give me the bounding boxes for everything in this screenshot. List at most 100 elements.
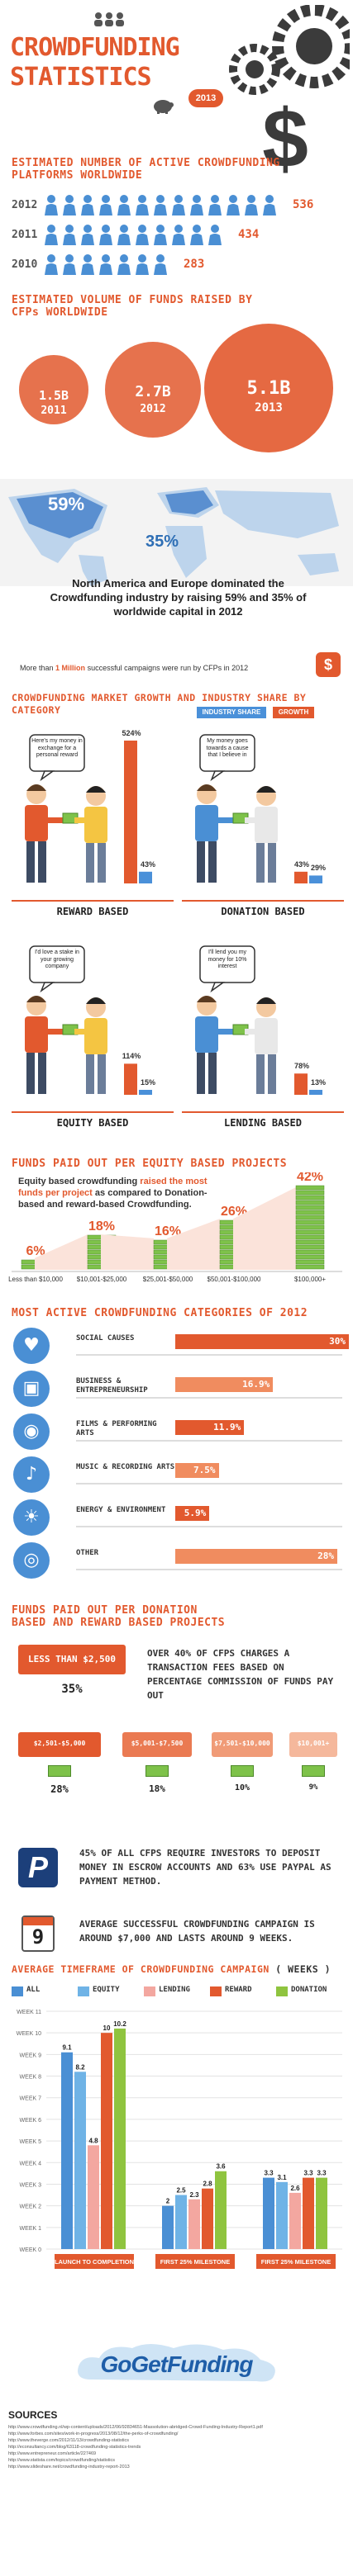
market-panel-figure xyxy=(25,734,152,883)
donation-big-range: LESS THAN $2,500 xyxy=(28,1654,116,1664)
legend-industry-share: INDUSTRY SHARE xyxy=(197,707,266,718)
platform-row: 2010 283 xyxy=(0,252,353,277)
timeframe-title-text: AVERAGE TIMEFRAME OF CROWDFUNDING CAMPAI… xyxy=(12,1963,270,1975)
timeframe-bar xyxy=(175,2195,187,2249)
calendar-text: AVERAGE SUCCESSFUL CROWDFUNDING CAMPAIGN… xyxy=(79,1919,315,1944)
person-icon xyxy=(45,225,58,245)
growth-label: 15% xyxy=(140,1078,155,1087)
equity-chart: 6% Less than $10,000 18% $10,001-$25,000 16%… xyxy=(8,1172,342,1283)
person-icon xyxy=(208,195,222,215)
person-icon xyxy=(81,225,94,245)
timeframe-bar xyxy=(303,2177,314,2249)
timeframe-bar xyxy=(88,2145,99,2249)
legend-label: LENDING xyxy=(159,1986,190,1994)
donation-item-pct: 18% xyxy=(149,1783,165,1794)
source-link[interactable]: http://www.statista.com/topics/crowdfund… xyxy=(8,2458,115,2463)
growth-label: 13% xyxy=(310,1078,326,1087)
volume-circle-2013 xyxy=(204,324,333,452)
source-link[interactable]: http://www.slideshare.net/crowdfunding-i… xyxy=(8,2465,130,2469)
y-tick-label: WEEK 9 xyxy=(20,2053,42,2058)
person-icon xyxy=(45,195,58,215)
money-stack-bar xyxy=(295,1254,325,1260)
donation-big-card: LESS THAN $2,500 xyxy=(18,1645,126,1674)
timeframe-bar xyxy=(114,2028,126,2249)
category-value: 30% xyxy=(329,1336,346,1347)
person-icon xyxy=(172,225,185,245)
dollar-bag-icon: $ xyxy=(316,652,341,677)
share-label: 114% xyxy=(122,1052,141,1061)
timeframe-value-label: 3.3 xyxy=(303,2170,313,2177)
volume-amount-2013: 5.1B xyxy=(246,378,291,399)
speech-bubble xyxy=(199,945,255,983)
volume-amount-2012: 2.7B xyxy=(135,383,171,400)
market-panel: I'd love a stake in your growing company… xyxy=(12,938,174,1133)
y-tick-label: WEEK 5 xyxy=(20,2139,42,2145)
money-bill-icon xyxy=(302,1765,325,1777)
person-icon xyxy=(136,225,149,245)
person-receiver-icon xyxy=(74,786,107,883)
y-tick-label: WEEK 2 xyxy=(20,2204,42,2210)
paypal-text: 45% OF ALL CFPS REQUIRE INVESTORS TO DEP… xyxy=(79,1848,332,1887)
globe-icon: ◎ xyxy=(13,1542,50,1579)
platform-count: 283 xyxy=(184,258,205,271)
world-map xyxy=(8,487,339,586)
share-label: 43% xyxy=(293,859,309,869)
timeframe-value-label: 10.2 xyxy=(113,2020,126,2028)
source-link[interactable]: http://www.entrepreneur.com/article/2274… xyxy=(8,2451,97,2456)
equity-category-label: $100,000+ xyxy=(294,1276,326,1283)
y-tick-label: WEEK 6 xyxy=(20,2118,42,2124)
donation-item-pct: 28% xyxy=(50,1783,69,1795)
category-row: ♪ MUSIC & RECORDING ARTS 7.5% xyxy=(0,1455,353,1496)
source-link[interactable]: http://www.crowdfunding.nl/wp-content/up… xyxy=(8,2425,263,2430)
money-stack-bar xyxy=(295,1219,325,1225)
money-stack-bar xyxy=(295,1229,325,1235)
person-icon xyxy=(117,225,131,245)
title-line-2: STATISTICS xyxy=(10,63,152,92)
volume-amount-2011: 1.5B xyxy=(38,388,69,403)
timeframe-group-label: LAUNCH TO COMPLETION xyxy=(55,2258,134,2266)
footer-logo-area: GoGetFunding xyxy=(0,2337,353,2386)
title-line-1: CROWDFUNDING xyxy=(10,33,180,62)
source-link[interactable]: http://econsultancy.com/blog/63118-crowd… xyxy=(8,2445,141,2450)
timeframe-group-label: FIRST 25% MILESTONE xyxy=(160,2258,230,2266)
donation-item-range: $7,501-$10,000 xyxy=(214,1740,270,1747)
timeframe-value-label: 3.6 xyxy=(216,2163,226,2171)
donation-item-range: $5,001-$7,500 xyxy=(131,1740,184,1747)
map-caption: North America and Europe dominated the C… xyxy=(50,577,307,618)
money-bill-icon xyxy=(48,1765,71,1777)
person-icon xyxy=(190,225,203,245)
equity-value-label: 6% xyxy=(26,1244,45,1258)
money-stack-bar xyxy=(295,1205,325,1210)
person-icon xyxy=(208,225,222,245)
film-reel-icon: ◉ xyxy=(13,1413,50,1450)
timeframe-bar xyxy=(74,2072,86,2249)
y-tick-label: WEEK 0 xyxy=(20,2247,42,2253)
person-receiver-icon xyxy=(74,997,107,1094)
timeframe-legend: ALL EQUITY LENDING REWARD DONATION xyxy=(12,1985,342,1998)
source-link[interactable]: http://www.theverge.com/2012/11/13/crowd… xyxy=(8,2438,130,2443)
person-icon xyxy=(136,195,149,215)
timeframe-value-label: 3.3 xyxy=(264,2170,274,2177)
donation-item-card xyxy=(212,1732,273,1757)
platforms-title: ESTIMATED NUMBER OF ACTIVE CROWDFUNDING … xyxy=(12,157,280,182)
donation-fact: OVER 40% OF CFPS CHARGES A TRANSACTION F… xyxy=(147,1648,334,1701)
money-bill-icon xyxy=(231,1765,254,1777)
category-track xyxy=(76,1569,342,1570)
money-stack-bar xyxy=(295,1190,325,1196)
growth-label: 43% xyxy=(140,859,155,869)
category-row: ◎ OTHER 28% xyxy=(0,1541,353,1582)
person-icon xyxy=(63,254,76,275)
y-tick-label: WEEK 1 xyxy=(20,2226,42,2232)
source-link[interactable]: http://www.forbes.com/sites/work-in-prog… xyxy=(8,2432,179,2436)
platform-year: 2010 xyxy=(12,258,38,271)
growth-bar xyxy=(309,875,322,883)
y-tick-label: WEEK 4 xyxy=(20,2161,42,2166)
equity-category-label: $25,001-$50,000 xyxy=(143,1276,193,1283)
category-row: ♥ SOCIAL CAUSES 30% xyxy=(0,1326,353,1367)
category-value: 16.9% xyxy=(242,1379,270,1390)
category-value-bar xyxy=(175,1506,210,1521)
market-panel: My money goes towards a cause that I bel… xyxy=(182,727,344,921)
campaigns-row: More than 1 Million successful campaigns… xyxy=(0,652,353,677)
money-stack-bar xyxy=(295,1200,325,1205)
money-stack-bar xyxy=(295,1264,325,1270)
